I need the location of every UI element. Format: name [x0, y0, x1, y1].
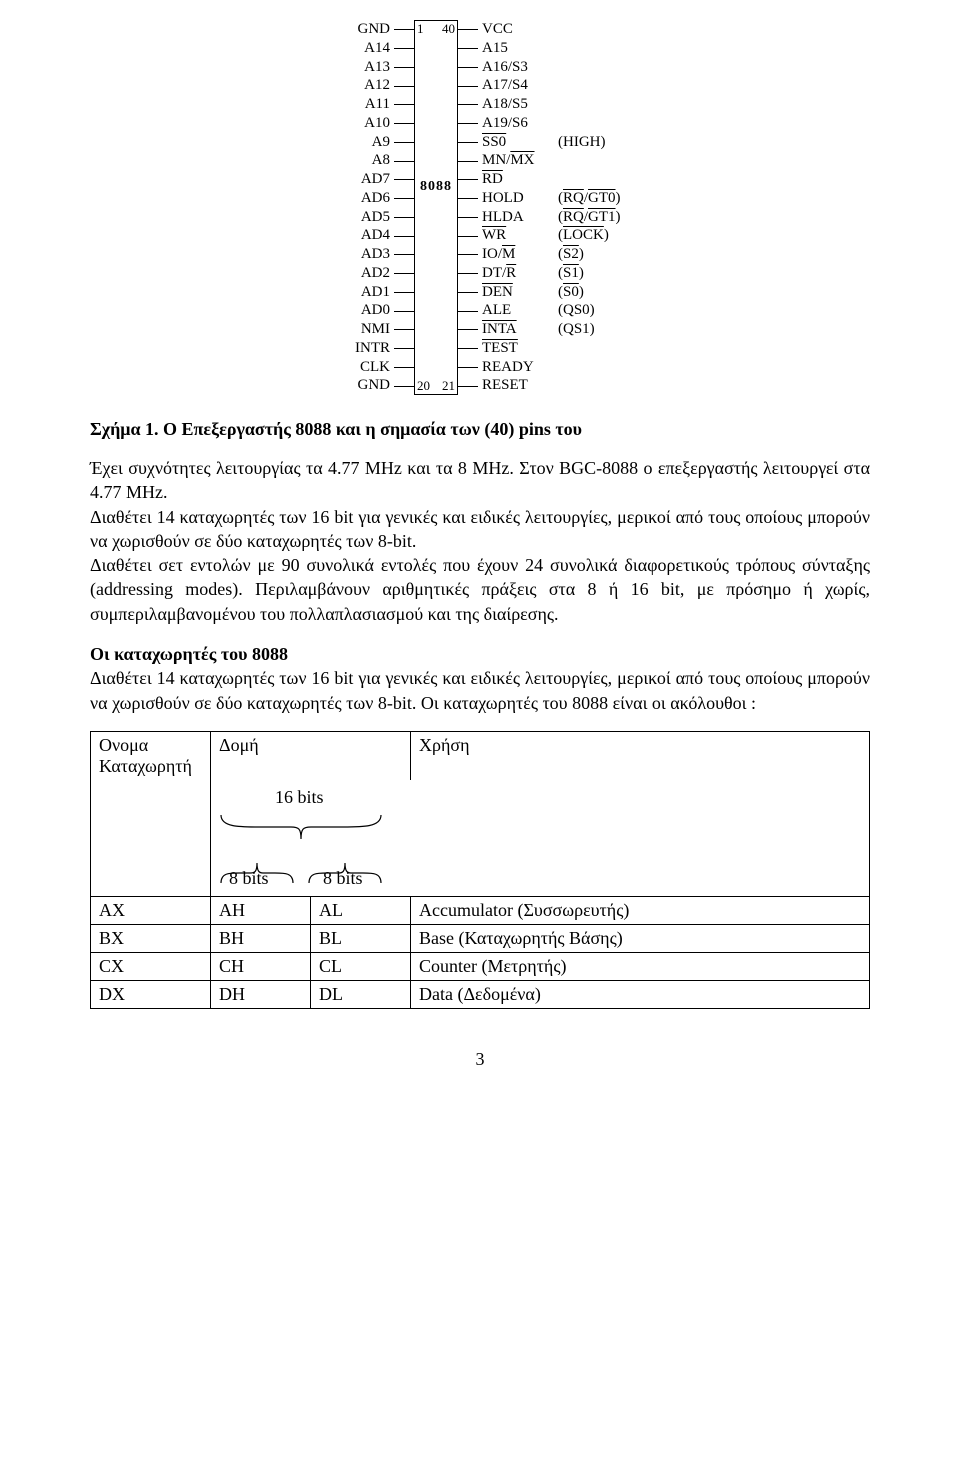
pin-label	[556, 76, 626, 95]
reg-usage: Accumulator (Συσσωρευτής)	[411, 896, 870, 924]
pin-label: A14	[334, 39, 394, 58]
pin-label: A18/S5	[478, 95, 556, 114]
pin-label	[556, 376, 626, 395]
pin-label: DEN	[478, 283, 556, 302]
body-paragraph: Οι καταχωρητές του 8088 Διαθέτει 14 κατα…	[90, 642, 870, 715]
table-header: Ονομα Καταχωρητή	[91, 731, 211, 780]
pin-label: AD0	[334, 301, 394, 320]
pin-label: (RQ/GT0)	[556, 189, 626, 208]
pin-label	[556, 358, 626, 377]
reg-high: AH	[211, 896, 311, 924]
pin-label: A11	[334, 95, 394, 114]
pin-label: GND	[334, 20, 394, 39]
reg-name: DX	[91, 980, 211, 1008]
pin-label: READY	[478, 358, 556, 377]
bit-width-diagram: 16 bits 8 bits 8 bits	[219, 783, 403, 893]
reg-low: CL	[311, 952, 411, 980]
reg-name: CX	[91, 952, 211, 980]
body-paragraph: Έχει συχνότητες λειτουργίας τα 4.77 MHz …	[90, 456, 870, 626]
pin-label: INTA	[478, 320, 556, 339]
pin-label: NMI	[334, 320, 394, 339]
reg-usage: Counter (Μετρητής)	[411, 952, 870, 980]
pin-label: (QS1)	[556, 320, 626, 339]
pin-label: A8	[334, 151, 394, 170]
pin-label: AD2	[334, 264, 394, 283]
figure-caption: Σχήμα 1. Ο Επεξεργαστής 8088 και η σημασ…	[90, 419, 870, 440]
pin-label: CLK	[334, 358, 394, 377]
pin-label	[556, 114, 626, 133]
pin-label: A12	[334, 76, 394, 95]
pin-label: MN/MX	[478, 151, 556, 170]
pin-label: AD5	[334, 208, 394, 227]
pin-label: (QS0)	[556, 301, 626, 320]
pin-label: (RQ/GT1)	[556, 208, 626, 227]
reg-low: AL	[311, 896, 411, 924]
table-row: DXDHDLData (Δεδομένα)	[91, 980, 870, 1008]
table-header: Χρήση	[411, 731, 870, 780]
pin-label	[556, 58, 626, 77]
pin-label	[556, 170, 626, 189]
pin-label: VCC	[478, 20, 556, 39]
reg-usage: Base (Καταχωρητής Βάσης)	[411, 924, 870, 952]
pin-label: A19/S6	[478, 114, 556, 133]
reg-low: DL	[311, 980, 411, 1008]
reg-high: BH	[211, 924, 311, 952]
pin-label: A17/S4	[478, 76, 556, 95]
pin-label: HLDA	[478, 208, 556, 227]
pin-label: (S2)	[556, 245, 626, 264]
pin-label: IO/M	[478, 245, 556, 264]
reg-low: BL	[311, 924, 411, 952]
pin-label: A15	[478, 39, 556, 58]
pin-label: A16/S3	[478, 58, 556, 77]
table-row: AXAHALAccumulator (Συσσωρευτής)	[91, 896, 870, 924]
table-row: CXCHCLCounter (Μετρητής)	[91, 952, 870, 980]
pin-label	[556, 339, 626, 358]
pin-label	[556, 151, 626, 170]
pin-label: RD	[478, 170, 556, 189]
pin-label: ALE	[478, 301, 556, 320]
pin-label: DT/R	[478, 264, 556, 283]
pin-label: RESET	[478, 376, 556, 395]
chip-body: 14020218088	[414, 20, 458, 395]
table-row: BXBHBLBase (Καταχωρητής Βάσης)	[91, 924, 870, 952]
pin-label: AD4	[334, 226, 394, 245]
section-heading: Οι καταχωρητές του 8088	[90, 644, 288, 664]
register-table: Ονομα Καταχωρητή Δομή Χρήση 16 bits 8	[90, 731, 870, 1009]
reg-high: DH	[211, 980, 311, 1008]
pin-label: AD6	[334, 189, 394, 208]
pin-label: GND	[334, 376, 394, 395]
table-header: Δομή	[211, 731, 411, 780]
page-number: 3	[90, 1049, 870, 1070]
pinout-diagram: 14020218088 GND VCC A14 A15 A13 A16/S3 A12 A17/S…	[90, 20, 870, 395]
pin-label	[556, 95, 626, 114]
pin-label: A10	[334, 114, 394, 133]
pin-label: SS0	[478, 133, 556, 152]
pin-label: INTR	[334, 339, 394, 358]
reg-name: BX	[91, 924, 211, 952]
pin-label: A13	[334, 58, 394, 77]
pin-label: AD1	[334, 283, 394, 302]
pin-label: (S1)	[556, 264, 626, 283]
reg-high: CH	[211, 952, 311, 980]
pin-label: (S0)	[556, 283, 626, 302]
reg-name: AX	[91, 896, 211, 924]
pin-label: A9	[334, 133, 394, 152]
pin-label: AD3	[334, 245, 394, 264]
pin-label: (LOCK)	[556, 226, 626, 245]
pin-label: WR	[478, 226, 556, 245]
pin-label: HOLD	[478, 189, 556, 208]
pin-label	[556, 39, 626, 58]
pin-label	[556, 20, 626, 39]
brace-icon	[219, 813, 383, 841]
pin-label: TEST	[478, 339, 556, 358]
reg-usage: Data (Δεδομένα)	[411, 980, 870, 1008]
pin-label: AD7	[334, 170, 394, 189]
pin-label: (HIGH)	[556, 133, 626, 152]
